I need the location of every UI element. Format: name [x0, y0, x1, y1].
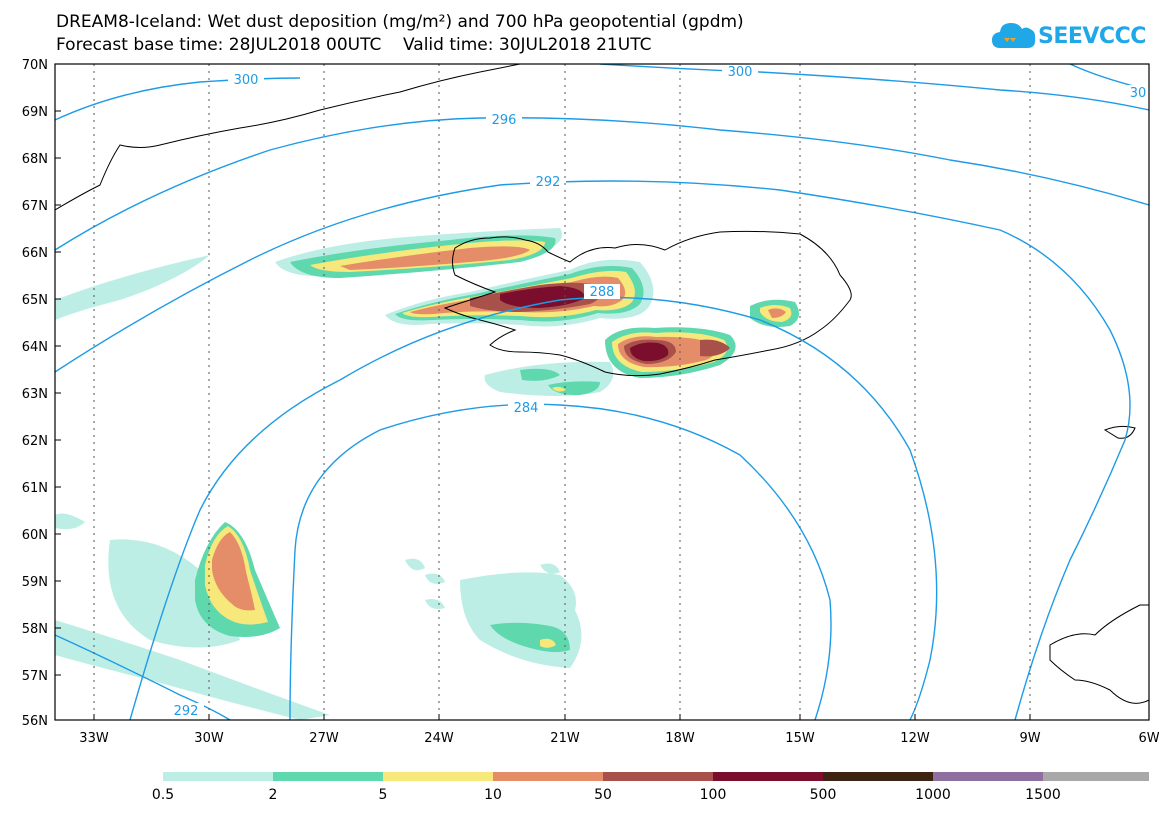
cloud-icon [992, 23, 1036, 48]
map-title: DREAM8-Iceland: Wet dust deposition (mg/… [56, 12, 744, 32]
lat-label: 57N [22, 669, 48, 684]
colorbar-swatch [493, 772, 603, 781]
lon-label: 12W [900, 731, 930, 746]
lat-label: 62N [22, 434, 48, 449]
lat-label: 60N [22, 528, 48, 543]
colorbar-label: 0.5 [152, 787, 174, 803]
lat-label: 58N [22, 622, 48, 637]
colorbar-labels: 0.5 2 5 10 50 100 500 1000 1500 [152, 787, 1061, 803]
lon-label: 33W [79, 731, 109, 746]
tick-marks [55, 63, 1031, 720]
lon-label: 18W [665, 731, 695, 746]
colorbar-swatch [823, 772, 933, 781]
colorbar-swatch [713, 772, 823, 781]
contour-label-284: 284 [514, 401, 539, 416]
colorbar-label: 1500 [1025, 787, 1061, 803]
contour-label-296: 296 [492, 113, 517, 128]
colorbar-swatch [273, 772, 383, 781]
lat-label: 56N [22, 714, 48, 729]
lat-label: 68N [22, 152, 48, 167]
lon-label: 21W [550, 731, 580, 746]
lat-label: 66N [22, 246, 48, 261]
colorbar-swatch [933, 772, 1043, 781]
colorbar-swatch [163, 772, 273, 781]
colorbar-swatches [163, 772, 1149, 781]
lat-label: 67N [22, 199, 48, 214]
colorbar-label: 500 [810, 787, 837, 803]
lat-label: 69N [22, 105, 48, 120]
lat-label: 61N [22, 481, 48, 496]
lat-label: 63N [22, 387, 48, 402]
colorbar-swatch [383, 772, 493, 781]
seevccc-logo: SEEVCCC [990, 18, 1150, 58]
coastline [55, 64, 1149, 704]
colorbar-label: 2 [269, 787, 278, 803]
lon-label: 15W [785, 731, 815, 746]
colorbar-label: 1000 [915, 787, 951, 803]
colorbar-swatch [1043, 772, 1149, 781]
lon-label: 9W [1019, 731, 1040, 746]
map-subtitle: Forecast base time: 28JUL2018 00UTC Vali… [56, 35, 652, 55]
lat-label: 65N [22, 293, 48, 308]
latitude-labels: 70N 69N 68N 67N 66N 65N 64N 63N 62N 61N … [22, 58, 48, 729]
lat-label: 70N [22, 58, 48, 73]
colorbar-label: 10 [484, 787, 502, 803]
gridlines [93, 64, 1031, 720]
contour-label-300-edge: 30 [1130, 86, 1147, 101]
dust-deposition-field [55, 228, 799, 720]
logo-text: SEEVCCC [1038, 24, 1146, 49]
colorbar-label: 5 [379, 787, 388, 803]
contour-label-300-west: 300 [234, 73, 259, 88]
contour-labels: 300 300 30 296 292 288 284 292 [168, 64, 1149, 719]
contour-label-292-north: 292 [536, 175, 561, 190]
longitude-labels: 33W 30W 27W 24W 21W 18W 15W 12W 9W 6W [79, 731, 1159, 746]
colorbar-swatch [603, 772, 713, 781]
contour-label-300-east: 300 [728, 65, 753, 80]
lat-label: 59N [22, 575, 48, 590]
lon-label: 27W [309, 731, 339, 746]
lon-label: 6W [1138, 731, 1159, 746]
lon-label: 24W [424, 731, 454, 746]
colorbar-label: 100 [700, 787, 727, 803]
map-frame [54, 63, 1150, 721]
lat-label: 64N [22, 340, 48, 355]
contour-label-288: 288 [590, 285, 615, 300]
colorbar-label: 50 [594, 787, 612, 803]
lon-label: 30W [194, 731, 224, 746]
contour-label-292-south: 292 [174, 704, 199, 719]
